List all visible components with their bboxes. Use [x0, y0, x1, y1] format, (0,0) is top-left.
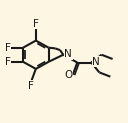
Text: N: N — [64, 49, 72, 59]
Text: F: F — [33, 19, 39, 29]
Text: F: F — [5, 43, 11, 53]
Text: F: F — [5, 57, 11, 67]
Text: O: O — [64, 69, 72, 80]
Text: F: F — [29, 81, 34, 91]
Text: N: N — [92, 57, 100, 67]
